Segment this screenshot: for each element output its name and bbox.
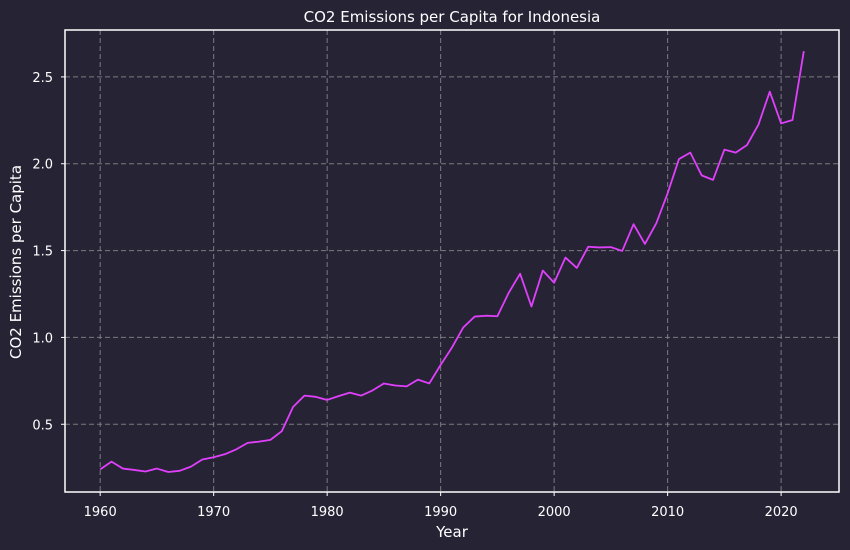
x-tick-label: 2010	[651, 505, 684, 520]
chart-title: CO2 Emissions per Capita for Indonesia	[304, 8, 601, 26]
series-line	[99, 51, 805, 473]
grid-layer	[65, 30, 839, 492]
x-axis-ticks: 1960 1970 1980 1990 2000 2010 2020	[84, 492, 798, 520]
y-tick-label: 1.5	[32, 245, 53, 260]
plot-frame	[64, 29, 840, 493]
x-tick-label: 1980	[311, 505, 344, 520]
x-tick-label: 1960	[84, 505, 117, 520]
x-tick-label: 1970	[197, 505, 230, 520]
x-tick-label: 2020	[765, 505, 798, 520]
x-tick-label: 2000	[538, 505, 571, 520]
y-tick-label: 2.0	[32, 158, 53, 173]
y-axis-label: CO2 Emissions per Capita	[7, 165, 25, 359]
y-tick-label: 2.5	[32, 71, 53, 86]
x-axis-label: Year	[435, 523, 469, 541]
series-layer	[99, 51, 805, 473]
y-tick-label: 0.5	[32, 418, 53, 433]
y-tick-label: 1.0	[32, 331, 53, 346]
y-axis-ticks: 0.5 1.0 1.5 2.0 2.5	[32, 71, 65, 433]
x-tick-label: 1990	[424, 505, 457, 520]
